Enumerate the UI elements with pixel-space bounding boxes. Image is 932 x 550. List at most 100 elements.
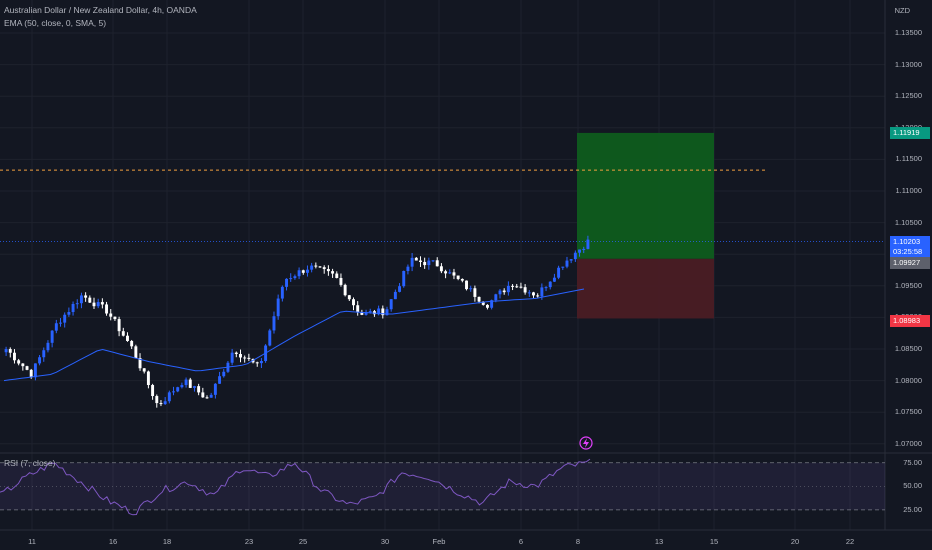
candle-body (71, 304, 75, 313)
candle-body (352, 299, 355, 306)
candle-body (88, 297, 92, 303)
candle-body (565, 260, 569, 267)
candle-body (59, 322, 62, 324)
candle-body (393, 291, 397, 300)
candle-body (33, 363, 37, 378)
candle-body (532, 292, 535, 296)
candle-body (280, 286, 284, 299)
candle-body (448, 272, 452, 274)
candle-body (84, 295, 88, 298)
time-axis-label: Feb (432, 537, 446, 546)
candle-body (92, 302, 96, 307)
candle-body (42, 350, 46, 358)
candle-body (272, 316, 276, 331)
price-axis-label: 1.09500 (894, 280, 922, 290)
candle-body (285, 278, 289, 287)
rsi-legend[interactable]: RSI (7, close) (4, 458, 56, 468)
rsi-pane (0, 458, 885, 516)
rsi-axis-label: 50.00 (903, 481, 922, 491)
candle-body (205, 397, 209, 399)
candle-body (117, 319, 121, 332)
candle-body (402, 270, 406, 287)
candle-body (243, 357, 247, 359)
candle-body (548, 281, 552, 288)
rsi-axis-label: 25.00 (903, 504, 922, 514)
price-axis-label: 1.11500 (895, 154, 922, 164)
candle-body (289, 278, 293, 280)
candle-body (569, 259, 573, 261)
time-axis-label: 20 (790, 537, 800, 546)
candle-body (377, 308, 381, 315)
candle-body (113, 316, 117, 320)
time-axis-label: 23 (244, 537, 254, 546)
price-axis-label: 1.12500 (894, 91, 922, 101)
candle-body (343, 284, 347, 296)
candle-body (213, 383, 217, 395)
candle-body (17, 360, 21, 364)
candle-body (96, 302, 100, 307)
candle-body (381, 308, 385, 316)
entry-tag: 1.09927 (890, 257, 930, 269)
candle-body (427, 260, 431, 266)
candle-body (389, 299, 393, 310)
price-axis-label: 1.13500 (894, 28, 922, 37)
candle-body (523, 287, 527, 293)
candle-body (146, 371, 150, 386)
candle-body (218, 376, 222, 384)
candle-body (121, 331, 125, 336)
candle-body (578, 249, 582, 253)
candle-body (259, 361, 263, 364)
candle-body (502, 290, 506, 293)
candle-body (176, 387, 180, 392)
loss-zone (577, 258, 714, 319)
candle-body (301, 270, 305, 273)
candle-body (552, 277, 556, 282)
ema-line (3, 288, 585, 382)
candle-body (247, 357, 251, 359)
symbol-legend[interactable]: Australian Dollar / New Zealand Dollar, … (4, 5, 197, 15)
candle-body (201, 392, 205, 398)
candle-body (339, 277, 343, 285)
candle-body (46, 342, 50, 351)
candle-body (293, 276, 297, 279)
candle-body (331, 271, 335, 274)
candle-body (151, 385, 155, 397)
candle-body (138, 358, 142, 369)
time-axis-label: 30 (380, 537, 390, 546)
profit-zone (577, 132, 714, 259)
candle-body (130, 340, 134, 347)
candle-body (557, 267, 561, 278)
time-axis-label: 13 (654, 537, 664, 546)
candle-body (239, 354, 242, 358)
candle-body (364, 312, 368, 315)
countdown-tag: 03:25:58 (890, 246, 930, 258)
candle-body (38, 357, 42, 364)
candle-body (398, 286, 402, 292)
candle-body (356, 305, 360, 313)
candle-body (469, 288, 473, 290)
candle-body (456, 275, 460, 279)
candle-body (431, 260, 435, 262)
stop-loss-tag: 1.08983 (890, 315, 930, 327)
price-axis-label: 1.07500 (894, 407, 922, 417)
candle-body (465, 280, 468, 290)
candle-body (494, 294, 498, 301)
candle-body (460, 278, 464, 281)
candle-body (544, 287, 548, 289)
candle-body (209, 394, 213, 398)
rsi-axis-label: 75.00 (903, 457, 922, 467)
ema-legend[interactable]: EMA (50, close, 0, SMA, 5) (4, 18, 107, 28)
candle-body (159, 403, 163, 405)
chart-grid (0, 0, 932, 531)
lightning-icon[interactable] (579, 436, 593, 450)
candle-body (21, 363, 25, 367)
candle-body (586, 239, 590, 249)
candle-body (75, 303, 79, 305)
candle-body (255, 362, 259, 364)
candle-body (163, 401, 167, 405)
candle-body (347, 295, 351, 300)
rsi-band (0, 462, 885, 510)
overlays (0, 169, 885, 450)
candle-body (573, 252, 577, 260)
